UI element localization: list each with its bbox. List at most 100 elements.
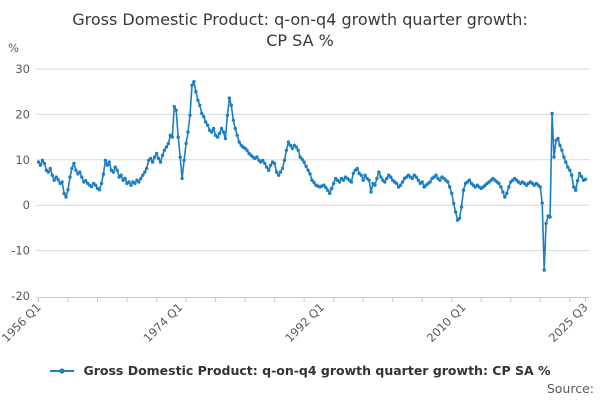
data-point-marker (290, 146, 294, 151)
data-point-marker (558, 143, 562, 147)
data-point-marker (450, 191, 454, 196)
data-point-marker (174, 108, 178, 113)
data-point-marker (188, 113, 192, 118)
data-point-marker (74, 168, 78, 172)
data-point-marker (310, 178, 314, 182)
data-point-marker (326, 188, 330, 192)
data-point-marker (36, 160, 41, 164)
data-point-marker (160, 153, 165, 157)
data-point-marker (129, 183, 133, 187)
data-point-marker (149, 156, 153, 161)
data-point-marker (375, 176, 379, 181)
data-point-marker (572, 185, 576, 189)
data-point-marker (223, 136, 228, 141)
data-point-marker (296, 148, 300, 152)
data-point-marker (182, 158, 186, 162)
data-point-marker (276, 173, 281, 177)
data-point-marker (538, 185, 542, 189)
y-tick-label: 20 (15, 107, 30, 121)
y-tick-label: 0 (23, 198, 30, 212)
data-point-marker (349, 180, 354, 184)
data-point-marker (200, 111, 204, 116)
data-point-marker (284, 148, 289, 152)
data-point-marker (186, 130, 190, 134)
data-point-marker (438, 178, 442, 182)
data-point-marker (72, 161, 76, 166)
data-point-marker (211, 126, 216, 131)
data-point-marker (583, 177, 588, 181)
data-point-marker (190, 83, 194, 88)
data-point-marker (330, 186, 334, 191)
x-tick-label: 2025 Q3 (546, 300, 591, 345)
data-point-marker (261, 158, 265, 162)
data-point-marker (280, 166, 285, 171)
data-point-marker (355, 166, 359, 171)
data-point-marker (221, 130, 226, 134)
data-point-marker (245, 148, 249, 152)
data-point-marker (113, 165, 117, 169)
data-point-marker (577, 171, 582, 176)
data-point-marker (166, 141, 171, 146)
data-point-marker (78, 170, 82, 174)
data-point-marker (235, 133, 239, 137)
data-point-marker (452, 201, 456, 206)
data-point-marker (210, 130, 214, 134)
data-point-marker (267, 168, 271, 172)
data-point-marker (300, 157, 304, 161)
data-point-marker (105, 163, 110, 167)
data-point-marker (278, 170, 283, 174)
data-point-marker (359, 173, 363, 177)
data-point-marker (198, 103, 202, 108)
data-point-marker (385, 176, 389, 181)
data-point-marker (119, 173, 123, 177)
data-point-marker (111, 170, 116, 174)
data-point-marker (202, 115, 206, 119)
data-point-marker (194, 90, 198, 94)
data-point-marker (398, 183, 403, 187)
data-point-marker (156, 156, 161, 161)
data-point-marker (367, 178, 371, 182)
data-point-marker (204, 120, 208, 124)
data-point-marker (298, 155, 302, 159)
data-point-marker (420, 180, 424, 184)
data-point-marker (574, 188, 578, 192)
data-point-marker (453, 210, 458, 214)
data-point-marker (322, 183, 326, 187)
data-point-marker (306, 168, 310, 172)
data-point-marker (461, 188, 466, 192)
data-point-marker (312, 180, 316, 185)
data-point-marker (383, 180, 387, 184)
chart-title-line2: CP SA % (266, 31, 334, 50)
y-tick-label: 30 (15, 62, 30, 76)
data-point-marker (217, 131, 222, 136)
data-point-marker (64, 195, 68, 199)
data-point-marker (377, 170, 381, 174)
legend: Gross Domestic Product: q-on-q4 growth q… (0, 363, 600, 378)
data-point-marker (428, 180, 432, 184)
data-point-marker (48, 166, 52, 171)
data-point-marker (304, 164, 308, 168)
data-point-marker (180, 176, 184, 181)
data-point-marker (170, 135, 174, 139)
data-point-marker (265, 165, 269, 169)
data-point-marker (101, 172, 106, 176)
data-point-marker (550, 111, 554, 116)
data-point-marker (302, 160, 306, 164)
data-point-marker (394, 181, 399, 186)
data-point-marker (328, 191, 332, 196)
data-point-marker (164, 145, 169, 149)
data-point-marker (137, 180, 141, 184)
data-point-marker (225, 113, 230, 118)
data-point-marker (361, 178, 365, 182)
data-point-marker (272, 161, 277, 166)
data-point-marker (544, 221, 548, 226)
legend-line-marker-icon (50, 367, 75, 374)
data-point-marker (269, 163, 273, 167)
data-point-marker (127, 180, 131, 184)
source-label: Source: (546, 381, 594, 396)
data-point-marker (103, 158, 108, 162)
data-point-marker (184, 141, 188, 146)
